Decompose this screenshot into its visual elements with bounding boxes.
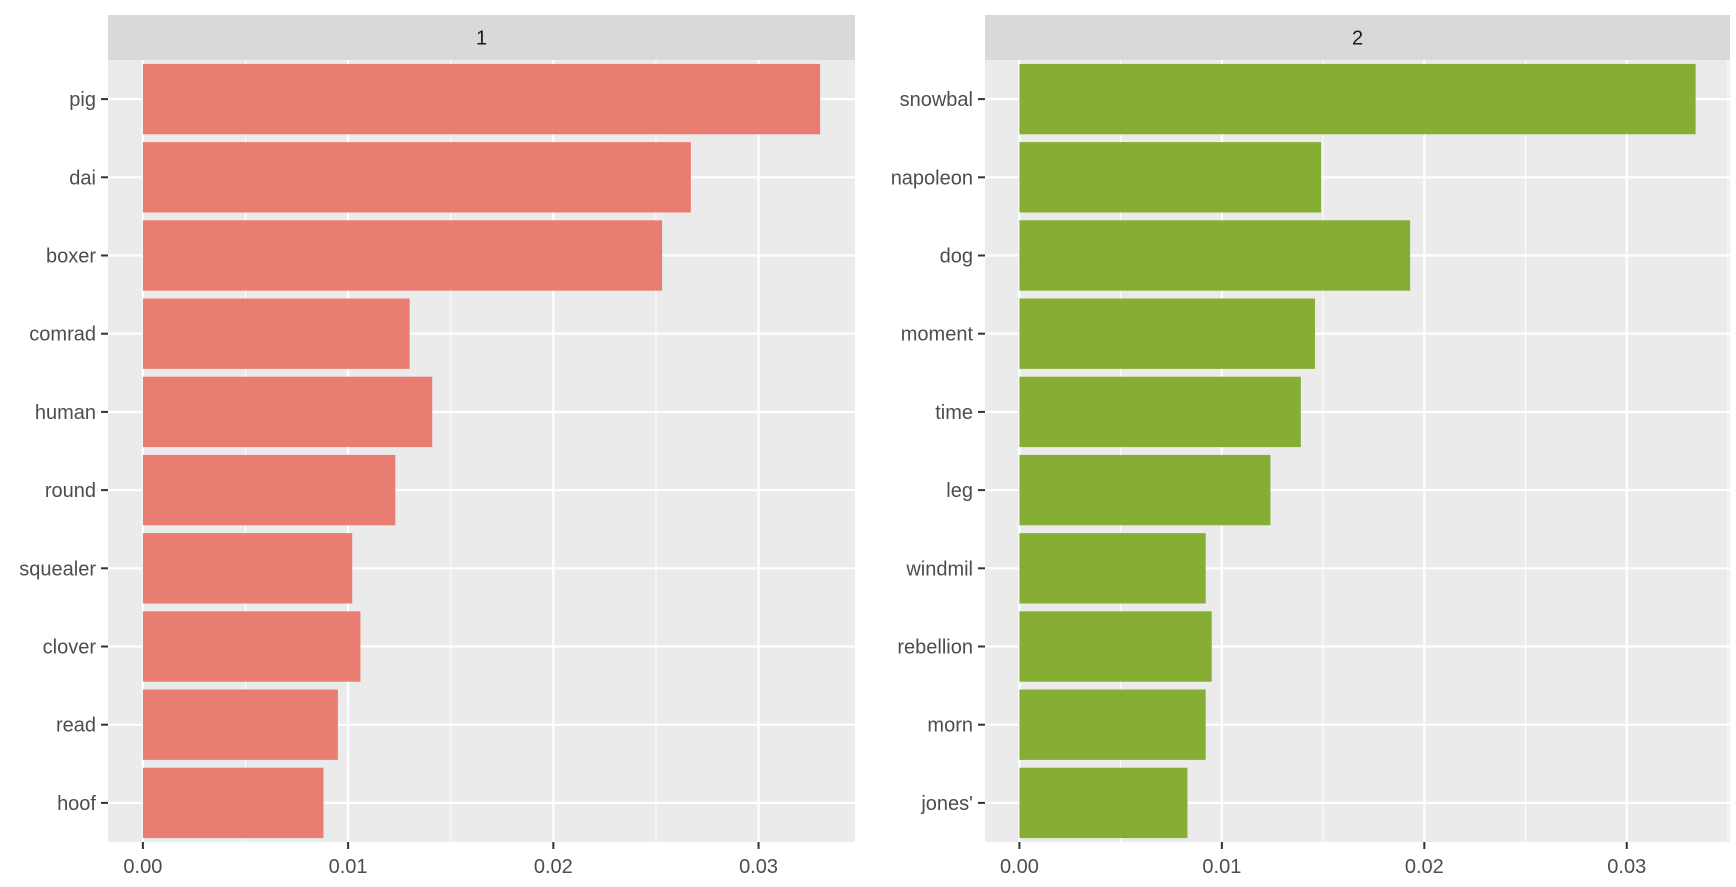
y-tick-label: time bbox=[935, 402, 973, 424]
bar-time bbox=[1019, 376, 1301, 448]
bar-round bbox=[142, 454, 396, 526]
y-tick-label: jones' bbox=[920, 793, 973, 815]
y-tick-label: boxer bbox=[46, 246, 96, 268]
bar-dai bbox=[142, 142, 691, 213]
bar-leg bbox=[1019, 454, 1271, 526]
y-tick-label: clover bbox=[43, 637, 97, 659]
y-tick-label: snowbal bbox=[900, 89, 973, 111]
y-tick-label: rebellion bbox=[897, 637, 973, 659]
bar-hoof bbox=[142, 767, 324, 839]
bar-pig bbox=[142, 63, 821, 135]
bar-moment bbox=[1019, 298, 1315, 369]
facet-strip-label: 1 bbox=[476, 28, 487, 50]
y-tick-label: round bbox=[45, 480, 96, 502]
x-tick-label: 0.00 bbox=[123, 856, 162, 878]
x-tick-label: 0.02 bbox=[534, 856, 573, 878]
y-tick-label: windmil bbox=[905, 558, 973, 580]
bar-snowbal bbox=[1019, 63, 1696, 135]
facet-panel-2: 2 snowbal napoleon dog moment time leg windmil r… bbox=[891, 15, 1730, 878]
x-tick-label: 0.00 bbox=[1000, 856, 1039, 878]
facet-strip bbox=[108, 15, 855, 60]
bar-read bbox=[142, 689, 338, 760]
y-tick-label: human bbox=[35, 402, 96, 424]
x-tick-label: 0.03 bbox=[1607, 856, 1646, 878]
bar-clover bbox=[142, 611, 361, 682]
facet-strip bbox=[985, 15, 1730, 60]
bar-squealer bbox=[142, 533, 353, 604]
bar-boxer bbox=[142, 220, 663, 291]
facet-panel-1: 1 pig dai boxer comrad human round squealer clov… bbox=[19, 15, 855, 878]
y-tick-label: napoleon bbox=[891, 167, 973, 189]
bar-jones' bbox=[1019, 767, 1188, 839]
y-tick-label: dog bbox=[940, 246, 973, 268]
bar-human bbox=[142, 376, 433, 448]
y-tick-label: squealer bbox=[19, 558, 96, 580]
y-tick-label: moment bbox=[901, 324, 974, 346]
y-tick-label: dai bbox=[69, 167, 96, 189]
y-tick-label: leg bbox=[946, 480, 973, 502]
y-tick-label: read bbox=[56, 715, 96, 737]
bar-dog bbox=[1019, 220, 1411, 291]
bar-napoleon bbox=[1019, 142, 1322, 213]
x-tick-label: 0.01 bbox=[329, 856, 368, 878]
facet-strip-label: 2 bbox=[1352, 28, 1363, 50]
x-tick-label: 0.01 bbox=[1202, 856, 1241, 878]
bar-comrad bbox=[142, 298, 410, 369]
y-tick-label: hoof bbox=[57, 793, 96, 815]
y-tick-label: pig bbox=[69, 89, 96, 111]
x-tick-label: 0.02 bbox=[1405, 856, 1444, 878]
y-tick-label: comrad bbox=[29, 324, 96, 346]
bar-morn bbox=[1019, 689, 1206, 760]
y-tick-label: morn bbox=[927, 715, 973, 737]
bar-rebellion bbox=[1019, 611, 1212, 682]
bar-windmil bbox=[1019, 533, 1206, 604]
x-tick-label: 0.03 bbox=[739, 856, 778, 878]
